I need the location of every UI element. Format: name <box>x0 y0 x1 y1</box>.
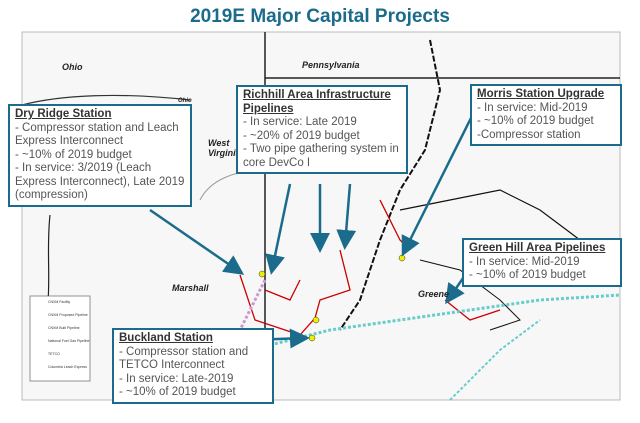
callout: Morris Station Upgrade - In service: Mid-… <box>470 84 622 146</box>
callout: Dry Ridge Station - Compressor station an… <box>8 104 192 207</box>
facility <box>312 316 320 324</box>
callout: Green Hill Area Pipelines - In service: M… <box>462 238 622 287</box>
callout-line: - ~10% of 2019 budget <box>469 269 586 281</box>
callout-title: Green Hill Area Pipelines <box>469 242 606 254</box>
callout-line: - Compressor station and Leach Express I… <box>15 121 179 148</box>
ngas-pipeline <box>339 39 442 331</box>
map-label: Ohio <box>178 98 192 104</box>
callout-line: - In service: Late-2019 <box>119 372 234 385</box>
built-pipeline <box>399 189 581 241</box>
legend-entry: TETCO <box>48 352 60 356</box>
facility <box>398 254 406 262</box>
callout-title: Buckland Station <box>119 332 213 344</box>
map-label: Ohio <box>62 62 83 72</box>
legend-entry: CNXM Built Pipeline <box>48 326 80 330</box>
built-pipeline <box>419 259 521 331</box>
title: 2019E Major Capital Projects <box>190 6 450 27</box>
callout-line: - Two pipe gathering system in core DevC… <box>243 143 399 169</box>
callout-line: - In service: Late 2019 <box>243 116 357 128</box>
callout: Richhill Area Infrastructure Pipelines - … <box>236 85 408 174</box>
proposed-pipeline <box>444 299 501 321</box>
tetco <box>449 319 541 401</box>
callout-line: - In service: 3/2019 (Leach Express Inte… <box>15 162 185 201</box>
tetco <box>269 293 621 347</box>
callout-title: Morris Station Upgrade <box>477 88 605 100</box>
callout-line: -Compressor station <box>477 128 581 141</box>
legend-entry: National Fuel Gas Pipeline <box>48 339 90 343</box>
map-label: Marshall <box>172 283 209 293</box>
callout-line: - In service: Mid-2019 <box>469 255 580 268</box>
callout-title: Richhill Area Infrastructure Pipelines <box>243 89 391 115</box>
callout-line: - ~10% of 2019 budget <box>119 386 236 398</box>
map-label: West Virginia <box>208 138 241 158</box>
state-border <box>21 94 191 106</box>
legend-entry: CNXM Facility <box>48 300 71 304</box>
legend-entry: CNXM Proposed Pipeline <box>48 313 88 317</box>
proposed-pipeline <box>264 279 301 301</box>
facility <box>308 334 316 342</box>
legend-entry: Columbia Leach Express <box>48 365 87 369</box>
callout-line: - ~20% of 2019 budget <box>243 129 360 142</box>
legend-box <box>29 295 91 382</box>
facility <box>258 270 266 278</box>
callout-title: Dry Ridge Station <box>15 108 112 120</box>
callout: Buckland Station - Compressor station and… <box>112 328 274 404</box>
callout-line: - ~10% of 2019 budget <box>15 148 132 161</box>
callout-line: - Compressor station and TETCO Interconn… <box>119 345 249 372</box>
map-label: Greene <box>418 289 450 299</box>
callout-line: - In service: Mid-2019 <box>477 101 588 114</box>
map-label: Pennsylvania <box>302 60 360 70</box>
callout-line: - ~10% of 2019 budget <box>477 115 594 127</box>
